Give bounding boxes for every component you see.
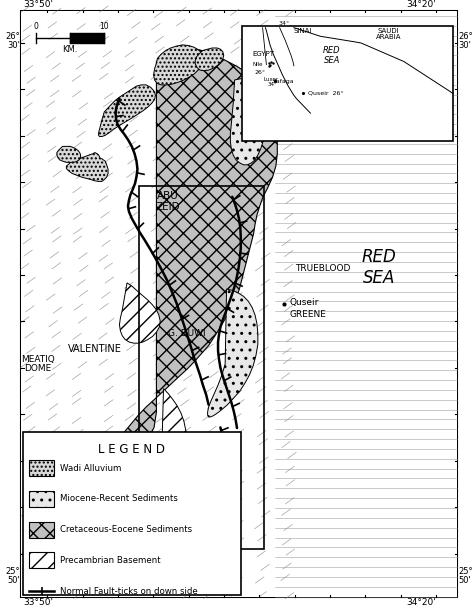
Polygon shape [230,79,265,165]
Text: 25°: 25° [458,568,473,576]
Text: RICHARDSON: RICHARDSON [159,554,225,563]
Text: Quseir: Quseir [289,298,319,307]
Bar [29,491,54,507]
Text: 10: 10 [100,22,109,31]
Text: 34°20': 34°20' [406,598,436,608]
Polygon shape [195,48,224,71]
Text: Wadi Alluvium: Wadi Alluvium [60,464,121,472]
Text: G. DUWI: G. DUWI [168,329,206,338]
Text: Normal Fault-ticks on down side: Normal Fault-ticks on down side [60,587,198,595]
Bar [23,432,241,595]
Text: 34°20': 34°20' [406,0,436,9]
Text: 26°: 26° [254,70,265,75]
Text: Precambrian Basement: Precambrian Basement [60,556,160,565]
Text: L E G E N D: L E G E N D [98,443,165,456]
Polygon shape [207,481,228,544]
Text: SINAI: SINAI [294,28,312,34]
Text: 34°: 34° [279,22,290,26]
Bar [29,460,54,476]
Polygon shape [154,45,205,85]
Text: 34°: 34° [268,82,278,87]
Polygon shape [159,389,187,472]
Text: Quseir  26°: Quseir 26° [308,91,344,96]
Text: 26°: 26° [6,33,20,41]
Text: Nile: Nile [252,62,263,67]
Text: 50': 50' [458,576,471,585]
Text: G. HAMMADAT: G. HAMMADAT [131,470,191,479]
Polygon shape [208,289,258,417]
Polygon shape [57,146,81,162]
Bar [29,522,54,538]
Text: 50': 50' [8,576,20,585]
Text: Luxor: Luxor [263,77,278,82]
Text: RED
SEA: RED SEA [362,248,397,287]
Text: EGYPT: EGYPT [253,51,274,57]
Text: 33°50': 33°50' [24,0,54,9]
Text: MEATIQ
DOME: MEATIQ DOME [21,355,55,373]
Text: RED
SEA: RED SEA [323,46,341,65]
Text: 30': 30' [458,41,471,50]
Text: 25°: 25° [6,568,20,576]
Text: Safaga: Safaga [273,79,295,84]
Text: VALENTINE: VALENTINE [68,344,122,354]
Text: Miocene-Recent Sediments: Miocene-Recent Sediments [60,494,178,503]
Text: ABU
ZEID: ABU ZEID [156,191,181,212]
Text: 26°: 26° [458,33,473,41]
Bar [29,552,54,568]
Text: KM.: KM. [63,45,78,54]
Text: 30': 30' [8,41,20,50]
Text: TRUEBLOOD: TRUEBLOOD [295,264,350,273]
Polygon shape [119,283,160,343]
Bar [139,186,264,549]
Text: Cretaceous-Eocene Sediments: Cretaceous-Eocene Sediments [60,525,192,534]
Text: SAUDI
ARABIA: SAUDI ARABIA [376,28,401,40]
Bar [242,26,453,141]
Polygon shape [108,47,277,475]
Text: GREENE: GREENE [289,311,326,319]
Text: 33°50': 33°50' [24,598,54,608]
Polygon shape [99,85,155,137]
Text: 0: 0 [33,22,38,31]
Polygon shape [66,153,108,181]
